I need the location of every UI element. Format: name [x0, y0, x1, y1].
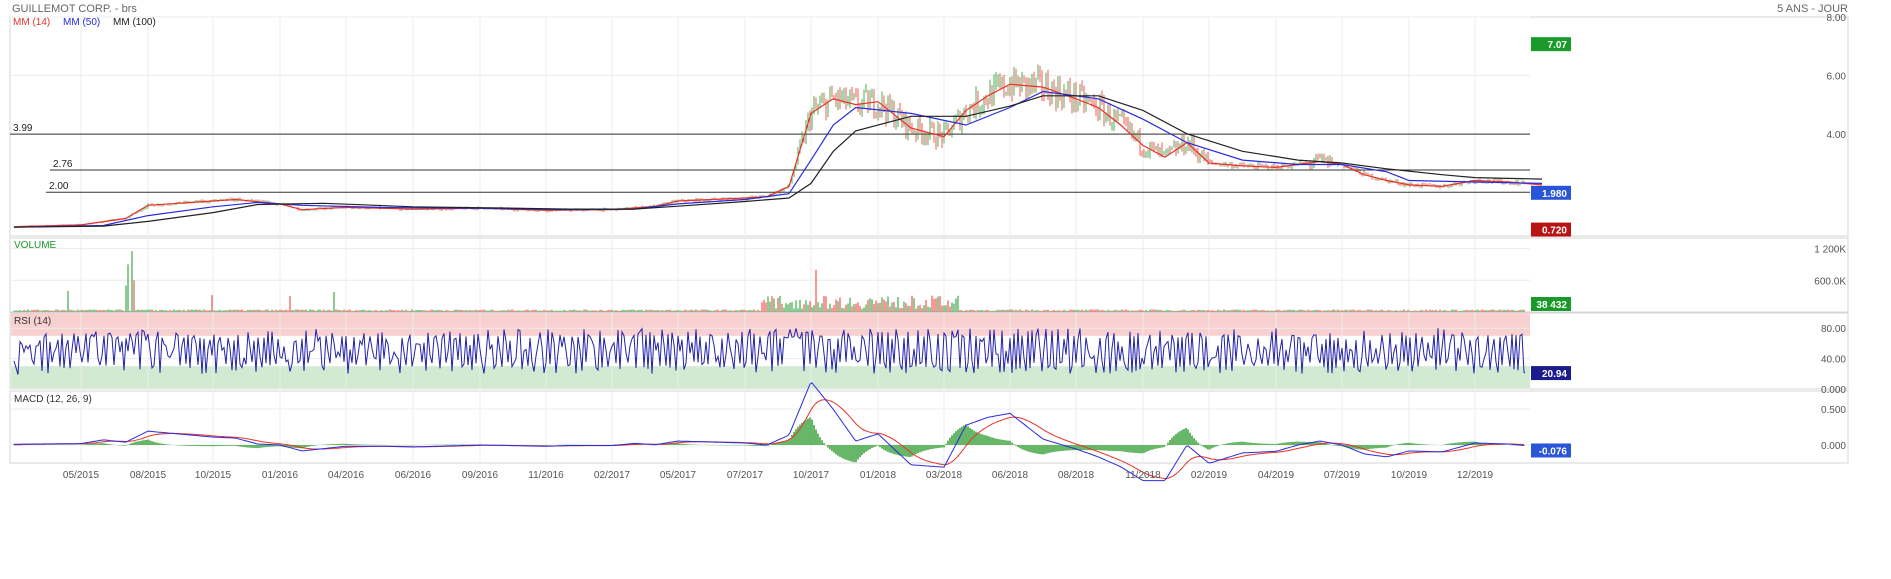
x-tick-label: 04/2016	[328, 470, 365, 481]
rsi-tick-label: 80.00	[1821, 324, 1846, 335]
x-tick-label: 11/2016	[528, 470, 564, 481]
rsi-badge-text: 20.94	[1542, 369, 1567, 380]
macd-title: MACD (12, 26, 9)	[14, 394, 92, 405]
legend-entry: MM (50)	[63, 17, 100, 28]
moving-average-line	[13, 83, 1543, 228]
price-badge-text: 7.07	[1548, 40, 1568, 51]
x-tick-label: 08/2015	[130, 470, 167, 481]
x-tick-label: 10/2015	[195, 470, 232, 481]
macd-tick-label: 0.000	[1821, 441, 1846, 452]
price-panel	[9, 16, 1849, 237]
x-tick-label: 09/2016	[462, 470, 499, 481]
price-tick-label: 6.00	[1827, 71, 1847, 82]
x-tick-label: 10/2017	[793, 470, 830, 481]
volume-tick-label: 600.0K	[1814, 276, 1846, 287]
price-badge	[1531, 222, 1571, 237]
x-tick-label: 08/2018	[1058, 470, 1095, 481]
volume-badge	[1531, 297, 1571, 311]
moving-average-line	[13, 90, 1543, 228]
moving-average-line	[13, 95, 1543, 228]
x-tick-label: 07/2017	[727, 470, 764, 481]
x-tick-label: 05/2017	[660, 470, 697, 481]
price-badge	[1531, 185, 1571, 200]
x-tick-label: 02/2017	[594, 470, 631, 481]
price-tick-label: 4.00	[1827, 130, 1847, 141]
x-tick-label: 11/2018	[1125, 470, 1161, 481]
x-tick-label: 07/2019	[1324, 470, 1361, 481]
rsi-line	[13, 327, 1526, 375]
x-tick-label: 02/2019	[1191, 470, 1228, 481]
price-badge-text: 0.720	[1542, 226, 1567, 237]
horizontal-level-label: 2.76	[53, 159, 73, 170]
volume-badge-text: 38 432	[1536, 300, 1567, 311]
volume-tick-label: 1 200K	[1814, 245, 1846, 256]
x-tick-label: 01/2016	[262, 470, 299, 481]
rsi-badge	[1531, 366, 1571, 381]
x-tick-label: 03/2018	[926, 470, 963, 481]
x-tick-label: 04/2019	[1258, 470, 1295, 481]
rsi-title: RSI (14)	[14, 316, 51, 327]
legend-entry: MM (14)	[13, 17, 50, 28]
macd-badge-text: -0.076	[1539, 446, 1568, 457]
period-label: 5 ANS - JOUR	[1777, 3, 1848, 15]
x-tick-label: 12/2019	[1457, 470, 1494, 481]
volume-title: VOLUME	[14, 240, 57, 251]
x-tick-label: 06/2016	[395, 470, 432, 481]
horizontal-level-label: 3.99	[13, 123, 33, 134]
legend-entry: MM (100)	[113, 17, 156, 28]
macd-badge	[1531, 443, 1571, 458]
x-tick-label: 05/2015	[63, 470, 100, 481]
rsi-zone	[11, 313, 1530, 336]
x-tick-label: 06/2018	[992, 470, 1029, 481]
horizontal-level-label: 2.00	[49, 181, 69, 192]
price-tick-label: 8.00	[1827, 13, 1847, 24]
price-badge-text: 1.980	[1542, 189, 1567, 200]
price-badge	[1531, 37, 1571, 52]
macd-panel	[9, 390, 1849, 464]
rsi-zone	[11, 366, 1530, 389]
macd-line	[14, 382, 1525, 482]
macd-tick-label: 0.500	[1821, 405, 1846, 416]
rsi-tick-label: 40.00	[1821, 355, 1846, 366]
volume-panel	[9, 237, 1849, 313]
x-tick-label: 10/2019	[1391, 470, 1428, 481]
rsi-tick-label: 0.000	[1821, 385, 1846, 396]
x-tick-label: 01/2018	[860, 470, 897, 481]
chart-title: GUILLEMOT CORP. - brs	[12, 3, 137, 15]
